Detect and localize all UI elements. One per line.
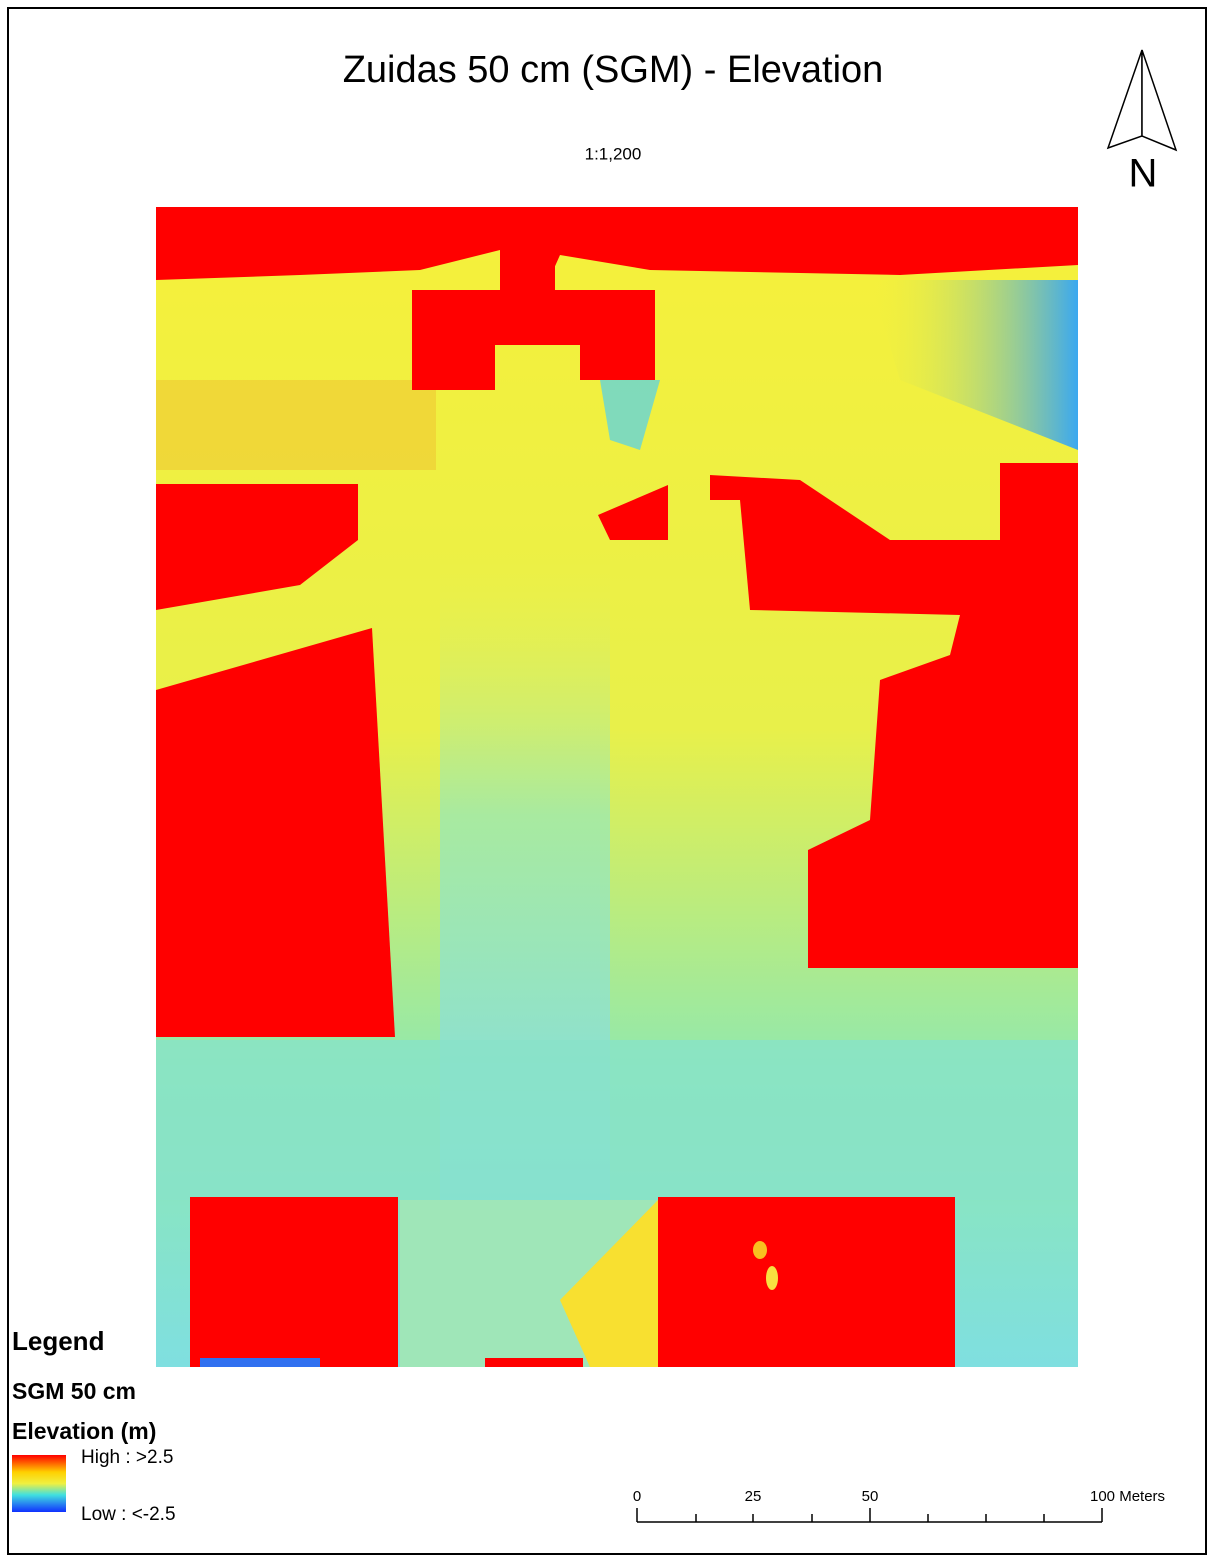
- scale-bar-label: 50: [862, 1488, 879, 1505]
- scale-bar: [637, 1508, 1102, 1522]
- legend-high: High : >2.5: [81, 1447, 173, 1468]
- north-label: N: [1129, 152, 1158, 196]
- scale-bar-label: 0: [633, 1488, 641, 1505]
- elevation-raster: [156, 207, 1078, 1367]
- legend-low: Low : <-2.5: [81, 1504, 176, 1525]
- scale-bar-label: 25: [745, 1488, 762, 1505]
- legend-color-ramp: [12, 1455, 66, 1512]
- legend-field: Elevation (m): [12, 1418, 156, 1444]
- map-scale: 1:1,200: [585, 144, 642, 163]
- legend-title: Legend: [12, 1326, 104, 1356]
- map-layout: Zuidas 50 cm (SGM) - Elevation 1:1,200 N…: [0, 0, 1210, 1558]
- north-arrow: N: [1108, 50, 1176, 196]
- legend: Legend SGM 50 cm Elevation (m) High : >2…: [12, 1326, 176, 1525]
- legend-layer: SGM 50 cm: [12, 1378, 136, 1404]
- map-title: Zuidas 50 cm (SGM) - Elevation: [343, 49, 884, 91]
- page: Zuidas 50 cm (SGM) - Elevation 1:1,200 N…: [0, 0, 1210, 1558]
- scale-bar-label: 100 Meters: [1090, 1488, 1165, 1505]
